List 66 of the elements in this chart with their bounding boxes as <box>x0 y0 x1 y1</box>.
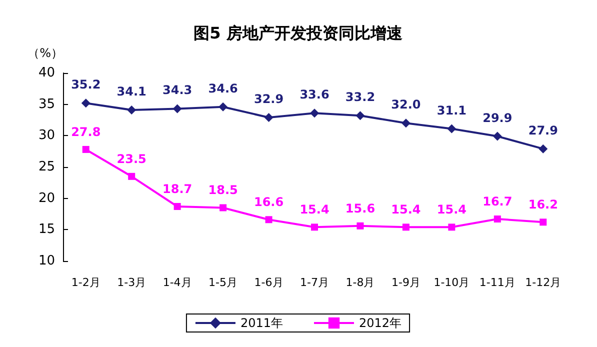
data-label: 15.4 <box>436 202 466 217</box>
x-tick-label: 1-6月 <box>254 276 284 289</box>
x-tick-label: 1-4月 <box>162 276 192 289</box>
data-label: 16.7 <box>482 194 512 209</box>
x-tick-label: 1-10月 <box>434 276 470 289</box>
x-tick-label: 1-3月 <box>117 276 146 289</box>
data-label: 34.1 <box>116 84 146 98</box>
point <box>220 204 227 212</box>
y-tick-label: 35 <box>38 96 55 112</box>
y-tick-label: 10 <box>38 254 55 268</box>
point <box>494 216 501 223</box>
data-label: 18.5 <box>208 183 238 198</box>
point <box>356 111 365 120</box>
data-label: 16.2 <box>528 198 558 212</box>
x-tick-label: 1-7月 <box>300 276 329 289</box>
point <box>401 118 410 128</box>
data-label: 29.9 <box>482 110 512 125</box>
x-tick-label: 1-2月 <box>71 276 100 289</box>
x-tick-label: 1-8月 <box>346 276 375 289</box>
point <box>356 222 364 230</box>
x-tick-label: 1-9月 <box>391 276 420 289</box>
point <box>128 172 136 180</box>
point <box>447 124 456 134</box>
point <box>81 98 90 108</box>
point <box>218 102 228 112</box>
point <box>265 216 272 224</box>
data-label: 31.1 <box>436 103 466 118</box>
legend-label: 2011年 <box>240 316 284 330</box>
point <box>538 144 548 154</box>
data-label: 32.9 <box>254 92 284 106</box>
data-label: 15.4 <box>391 202 421 217</box>
data-label: 27.9 <box>528 123 558 138</box>
data-label: 15.4 <box>300 202 330 217</box>
point <box>402 224 410 231</box>
chart-title: 图5 房地产开发投资同比增速 <box>194 24 404 42</box>
data-label: 23.5 <box>116 152 146 166</box>
point <box>174 202 181 210</box>
data-label: 27.8 <box>71 124 101 139</box>
point <box>127 105 136 114</box>
point <box>311 224 318 231</box>
data-label: 18.7 <box>162 182 192 196</box>
data-label: 33.2 <box>345 90 376 104</box>
y-tick-label: 30 <box>38 128 55 144</box>
y-tick-label: 20 <box>38 190 55 206</box>
x-tick-label: 1-5月 <box>208 276 238 289</box>
data-label: 15.6 <box>345 201 376 216</box>
data-label: 35.2 <box>71 78 101 92</box>
y-tick-label: 40 <box>38 66 55 80</box>
point <box>540 218 547 226</box>
data-label: 33.6 <box>300 88 330 102</box>
point <box>310 108 319 118</box>
point <box>82 146 90 153</box>
y-axis-title: （%） <box>28 46 63 60</box>
data-label: 16.6 <box>254 195 284 210</box>
point <box>448 224 456 231</box>
point <box>492 132 502 141</box>
data-label: 34.6 <box>208 81 238 96</box>
data-label: 34.3 <box>162 83 192 98</box>
y-tick-label: 25 <box>38 160 55 174</box>
y-tick-label: 15 <box>38 222 55 238</box>
data-label: 32.0 <box>391 98 421 112</box>
x-tick-label: 1-11月 <box>479 276 516 289</box>
legend-label: 2012年 <box>359 316 402 330</box>
point <box>172 104 182 114</box>
point <box>264 112 274 122</box>
x-tick-label: 1-12月 <box>525 276 562 289</box>
